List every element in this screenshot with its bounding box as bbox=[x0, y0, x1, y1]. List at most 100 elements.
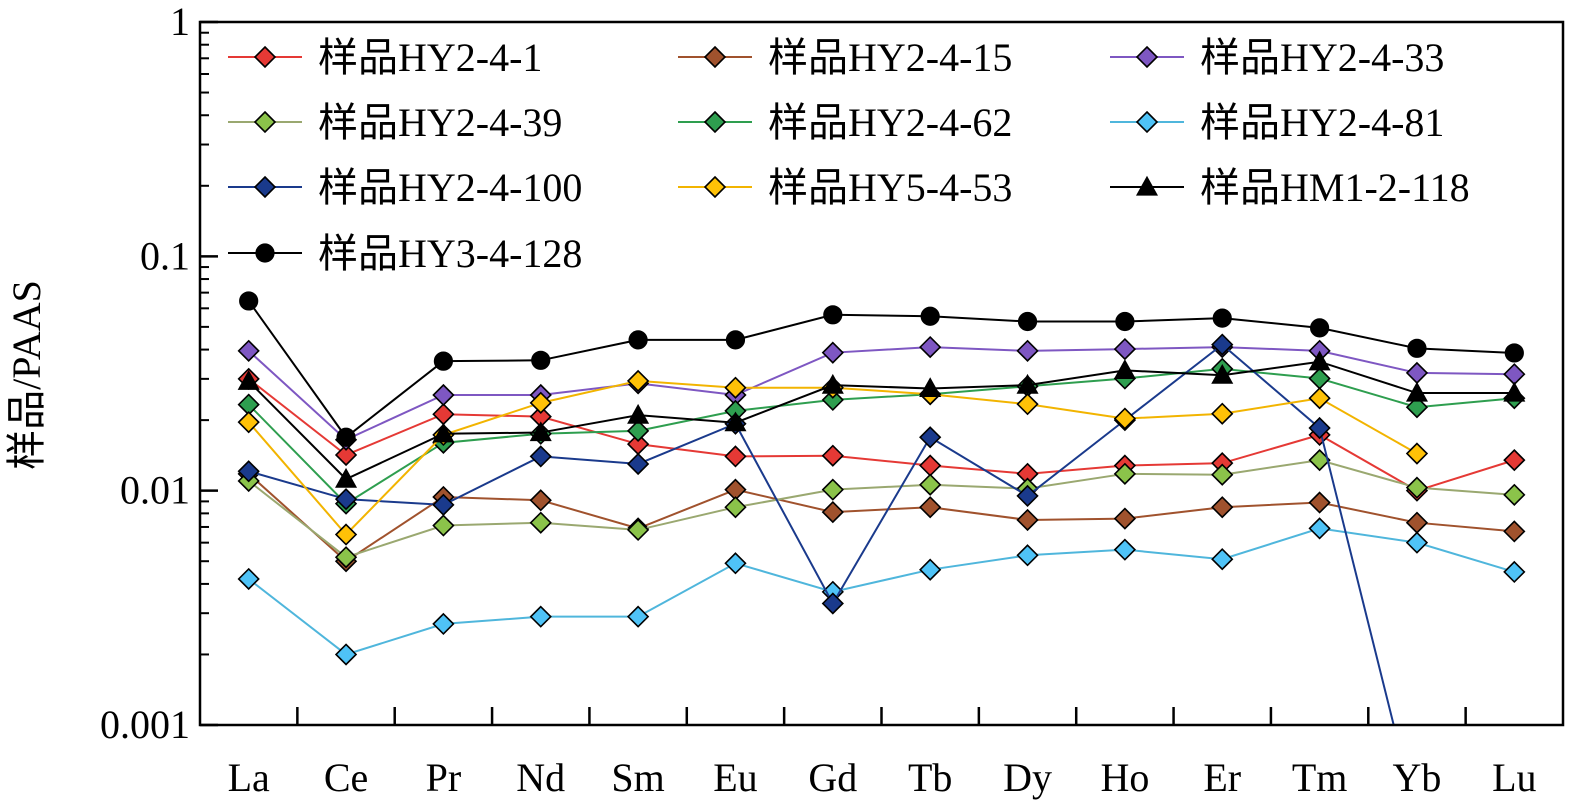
series-line bbox=[248, 527, 1515, 656]
series-1 bbox=[237, 462, 1526, 573]
data-point bbox=[531, 350, 551, 370]
data-point bbox=[1308, 367, 1331, 390]
series-line bbox=[247, 367, 1515, 505]
legend-item: 样品HY2-4-81 bbox=[1110, 100, 1444, 145]
data-point bbox=[334, 523, 358, 546]
legend-item: 样品HY2-4-39 bbox=[228, 100, 562, 145]
data-point bbox=[237, 339, 260, 362]
data-point bbox=[1308, 350, 1331, 371]
legend-label: 样品HY3-4-128 bbox=[318, 231, 582, 276]
data-point bbox=[335, 467, 358, 488]
series-8 bbox=[237, 350, 1526, 488]
data-point bbox=[1113, 359, 1136, 380]
data-point bbox=[1211, 548, 1234, 571]
x-tick-label-gd: Gd bbox=[808, 755, 857, 800]
data-point bbox=[1308, 491, 1331, 514]
data-point bbox=[1503, 483, 1526, 506]
series-0 bbox=[237, 367, 1526, 502]
data-point bbox=[919, 335, 942, 359]
data-point bbox=[237, 460, 260, 483]
data-point bbox=[1308, 416, 1331, 440]
y-tick-label: 0.1 bbox=[140, 233, 190, 278]
data-point bbox=[432, 493, 455, 516]
x-tick-label-lu: Lu bbox=[1492, 755, 1536, 800]
data-point bbox=[725, 330, 746, 350]
series-2 bbox=[237, 335, 1526, 451]
data-point bbox=[724, 411, 747, 432]
legend-swatch-marker bbox=[253, 175, 277, 199]
legend-swatch-marker bbox=[255, 243, 275, 263]
data-point bbox=[919, 558, 942, 581]
data-point bbox=[529, 391, 552, 414]
data-point bbox=[1503, 560, 1526, 584]
data-point bbox=[1113, 538, 1137, 561]
legend-item: 样品HY2-4-15 bbox=[678, 35, 1012, 80]
x-tick-label-yb: Yb bbox=[1393, 755, 1442, 800]
legend-item: 样品HY5-4-53 bbox=[678, 165, 1012, 210]
data-point bbox=[1016, 393, 1039, 416]
data-point bbox=[334, 643, 358, 666]
data-point bbox=[334, 546, 358, 569]
series-line bbox=[248, 459, 1515, 559]
data-point bbox=[1310, 318, 1330, 338]
data-point bbox=[237, 411, 260, 434]
legend-swatch-marker bbox=[253, 45, 277, 69]
data-point bbox=[1503, 363, 1526, 386]
series-line bbox=[248, 378, 1515, 492]
y-axis: 0.001 0.01 0.1 1 bbox=[100, 0, 218, 747]
data-point bbox=[821, 592, 844, 615]
data-point bbox=[1405, 511, 1429, 534]
data-point bbox=[626, 419, 650, 442]
y-tick-label: 1 bbox=[170, 0, 190, 44]
data-point bbox=[821, 444, 844, 467]
y-tick-label: 0.01 bbox=[120, 468, 190, 513]
data-point bbox=[1308, 517, 1331, 540]
legend: 样品HY2-4-1 样品HY2-4-15 样品HY2-4-33 样品HY2-4-39 样… bbox=[228, 35, 1470, 276]
data-point bbox=[626, 605, 650, 628]
data-point bbox=[919, 473, 942, 496]
x-tick-label-tm: Tm bbox=[1292, 755, 1348, 800]
data-point bbox=[529, 421, 552, 442]
legend-swatch-marker bbox=[1135, 45, 1159, 69]
data-point bbox=[1113, 407, 1137, 430]
data-point bbox=[626, 452, 650, 476]
data-point bbox=[432, 383, 455, 407]
data-point bbox=[1211, 333, 1234, 356]
legend-label: 样品HY2-4-33 bbox=[1200, 35, 1444, 80]
data-point bbox=[1016, 544, 1039, 567]
data-point bbox=[1016, 373, 1039, 394]
series-line bbox=[247, 360, 1515, 481]
data-point bbox=[334, 443, 358, 467]
x-tick-label-pr: Pr bbox=[426, 755, 462, 800]
data-point bbox=[1405, 381, 1428, 402]
legend-swatch-marker bbox=[1135, 175, 1159, 196]
legend-swatch-marker bbox=[703, 110, 727, 134]
data-point bbox=[821, 478, 844, 501]
legend-label: 样品HY5-4-53 bbox=[768, 165, 1012, 210]
data-point bbox=[239, 291, 259, 311]
data-point bbox=[724, 496, 747, 519]
x-tick-label-dy: Dy bbox=[1003, 755, 1052, 800]
legend-label: 样品HY2-4-81 bbox=[1200, 100, 1444, 145]
series-line bbox=[248, 346, 1515, 441]
data-point bbox=[432, 514, 455, 537]
data-point bbox=[1017, 311, 1038, 332]
x-tick-label-tb: Tb bbox=[908, 755, 952, 800]
series-5 bbox=[237, 517, 1526, 666]
y-axis-title: 样品/PAAS bbox=[4, 280, 49, 470]
legend-label: 样品HY2-4-100 bbox=[318, 165, 582, 210]
data-point bbox=[529, 445, 552, 468]
data-point bbox=[920, 306, 940, 326]
data-point bbox=[1405, 442, 1429, 465]
data-point bbox=[823, 305, 843, 325]
data-point bbox=[1016, 508, 1039, 532]
legend-label: 样品HY2-4-15 bbox=[768, 35, 1012, 80]
legend-item: 样品HM1-2-118 bbox=[1110, 165, 1470, 210]
data-point bbox=[1212, 308, 1232, 328]
legend-swatch-marker bbox=[703, 45, 727, 69]
legend-swatch-marker bbox=[703, 175, 727, 199]
data-point bbox=[336, 427, 356, 447]
data-point bbox=[1405, 531, 1429, 554]
data-point bbox=[1115, 311, 1135, 332]
